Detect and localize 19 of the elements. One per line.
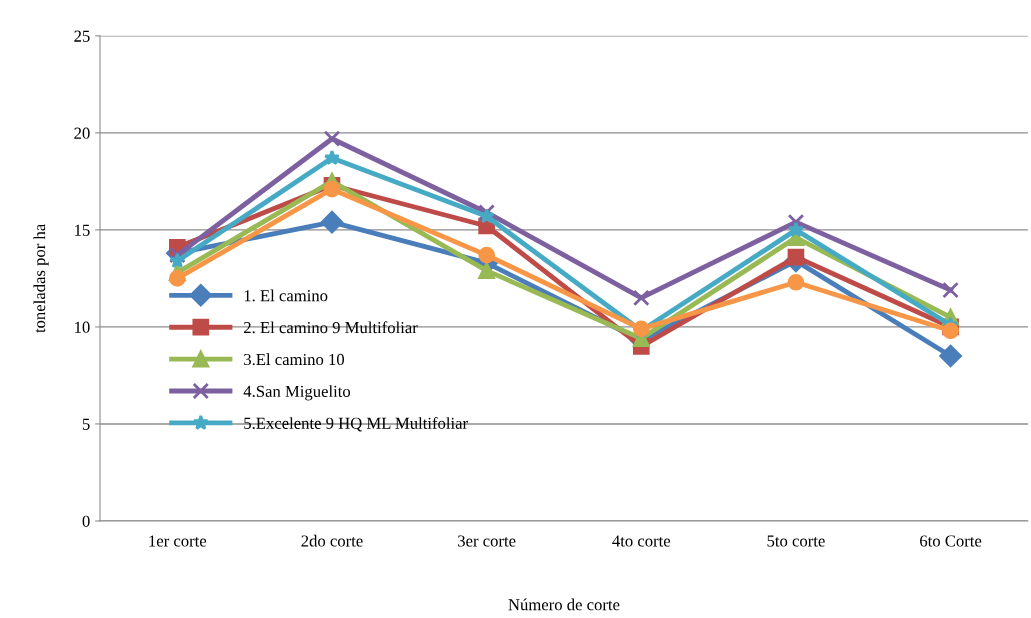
legend-label: 2. El camino 9 Multifoliar <box>244 321 418 334</box>
y-tick-label: 15 <box>75 224 90 236</box>
y-tick-label: 0 <box>82 515 90 527</box>
legend-label: 5.Excelente 9 HQ ML Multifoliar <box>244 416 468 432</box>
legend-label: 4.San Miguelito <box>243 385 351 401</box>
x-tick-label: 5to corte <box>767 535 825 547</box>
x-tick-label: 1er corte <box>149 535 207 547</box>
x-tick-label: 4to corte <box>612 535 671 547</box>
y-tick-label: 5 <box>82 418 90 430</box>
legend-label: 1. El camino <box>244 289 328 302</box>
legend-label: 3.El camino 10 <box>244 353 345 366</box>
y-tick-label: 20 <box>74 127 90 139</box>
x-axis-title: Número de corte <box>508 598 620 611</box>
x-tick-label: 6to Corte <box>920 535 982 547</box>
y-tick-label: 25 <box>74 30 90 42</box>
x-tick-label: 3er corte <box>458 535 516 547</box>
y-tick-label: 10 <box>75 321 90 333</box>
x-tick-label: 2do corte <box>301 534 363 547</box>
y-axis-title: toneladas por ha <box>33 224 49 333</box>
